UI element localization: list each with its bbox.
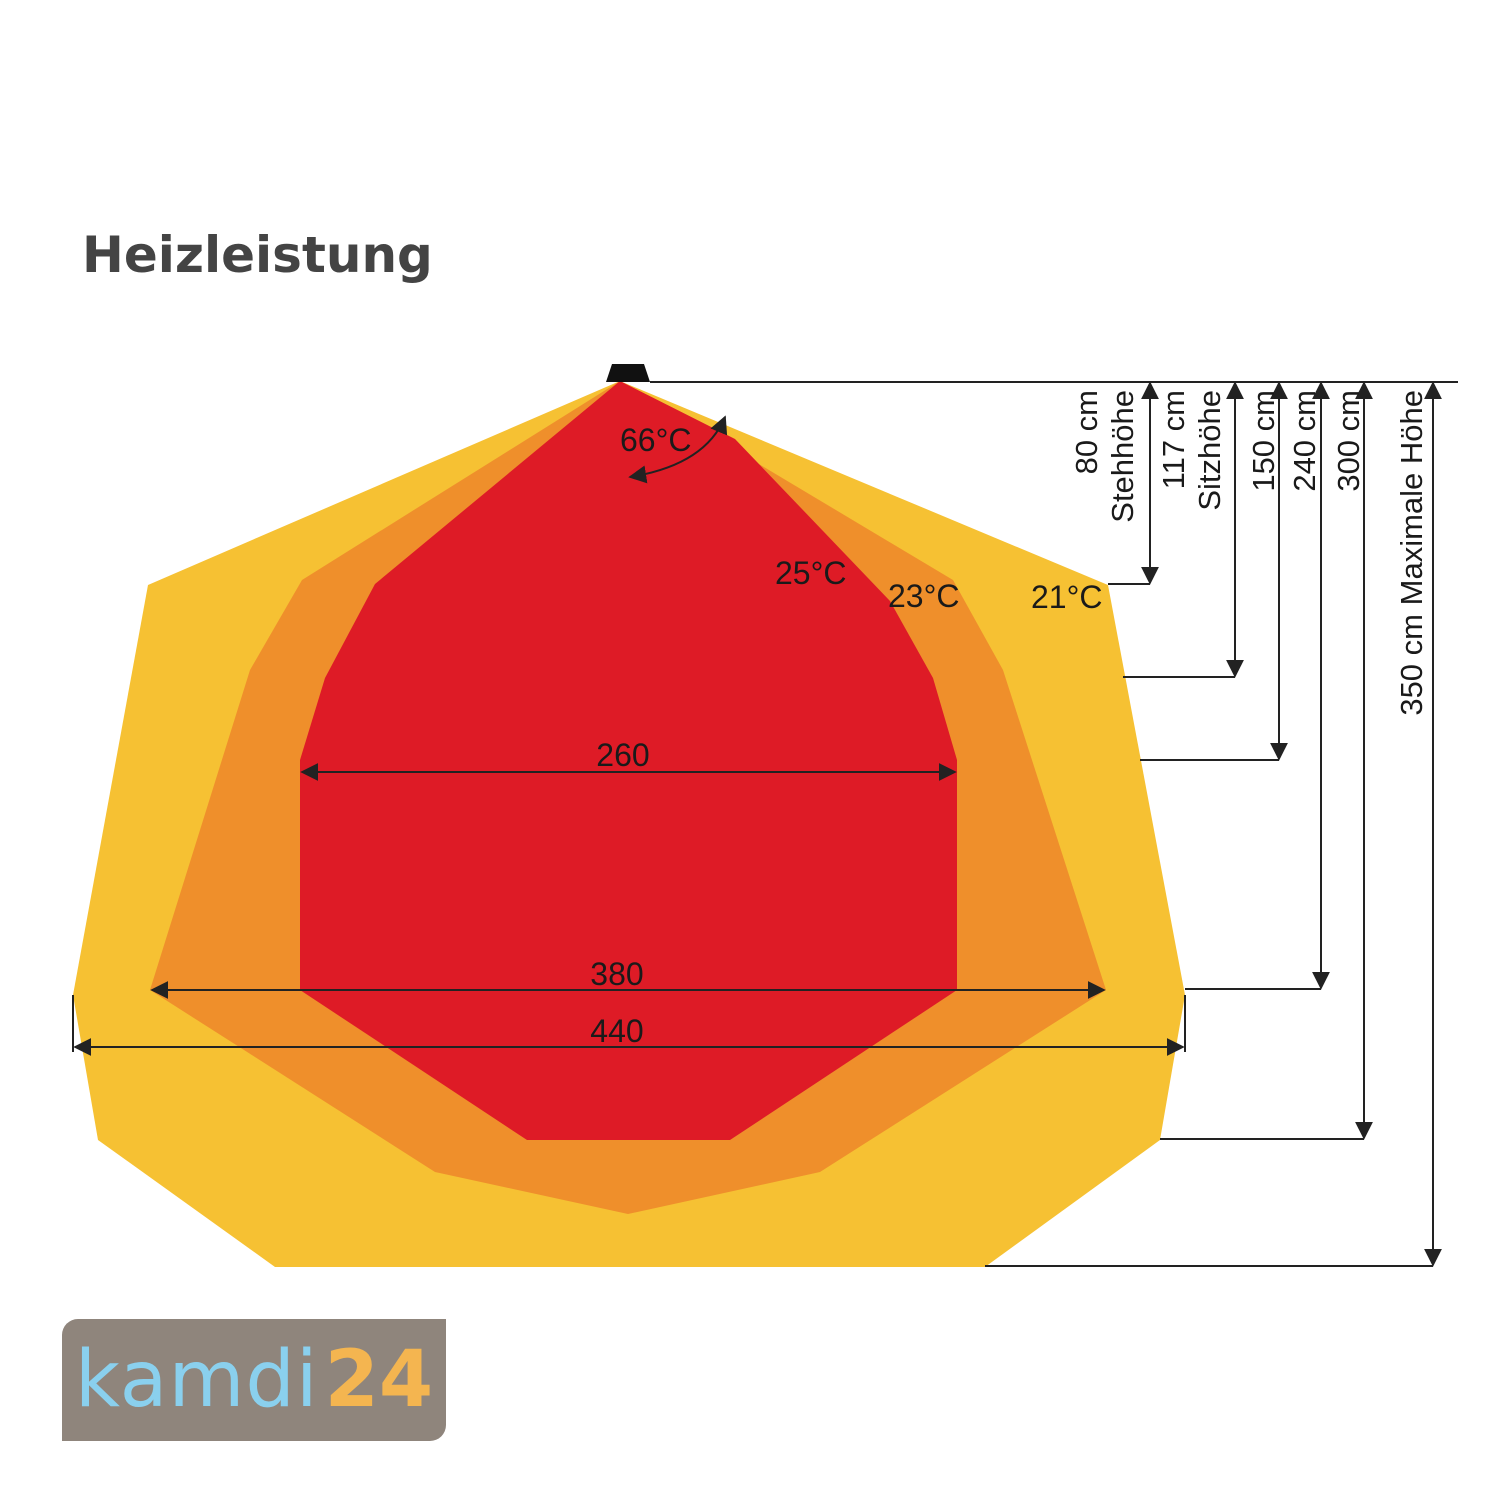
kamdi24-logo: kamdi 24 — [62, 1319, 446, 1441]
height-value-300: 300 cm — [1331, 390, 1366, 492]
logo-number: 24 — [324, 1335, 434, 1425]
height-label-stehhoehe: Stehhöhe — [1105, 390, 1140, 523]
width-label-440: 440 — [590, 1013, 643, 1049]
width-label-380: 380 — [590, 956, 643, 992]
width-label-260: 260 — [596, 737, 649, 773]
zone-label-23: 23°C — [888, 578, 960, 614]
zone-label-25: 25°C — [775, 555, 847, 591]
height-value-150: 150 cm — [1246, 390, 1281, 492]
diagram-title: Heizleistung — [82, 226, 433, 284]
height-value-350: 350 cm — [1394, 614, 1429, 716]
height-value-80: 80 cm — [1069, 390, 1104, 474]
logo-word: kamdi — [74, 1335, 319, 1425]
zone-label-21: 21°C — [1031, 579, 1103, 615]
height-label-maximal: 350 cm Maximale Höhe — [1394, 390, 1429, 716]
beam-angle-label: 66°C — [620, 422, 692, 458]
zone-25-inner — [300, 381, 957, 1140]
height-value-240: 240 cm — [1287, 390, 1322, 492]
height-value-117: 117 cm — [1156, 390, 1191, 489]
height-label-sitzhoehe: Sitzhöhe — [1192, 390, 1227, 511]
beam-angle-arc-icon — [628, 415, 728, 484]
heater-icon — [606, 364, 650, 382]
height-label-maximale-hoehe: Maximale Höhe — [1394, 390, 1429, 605]
